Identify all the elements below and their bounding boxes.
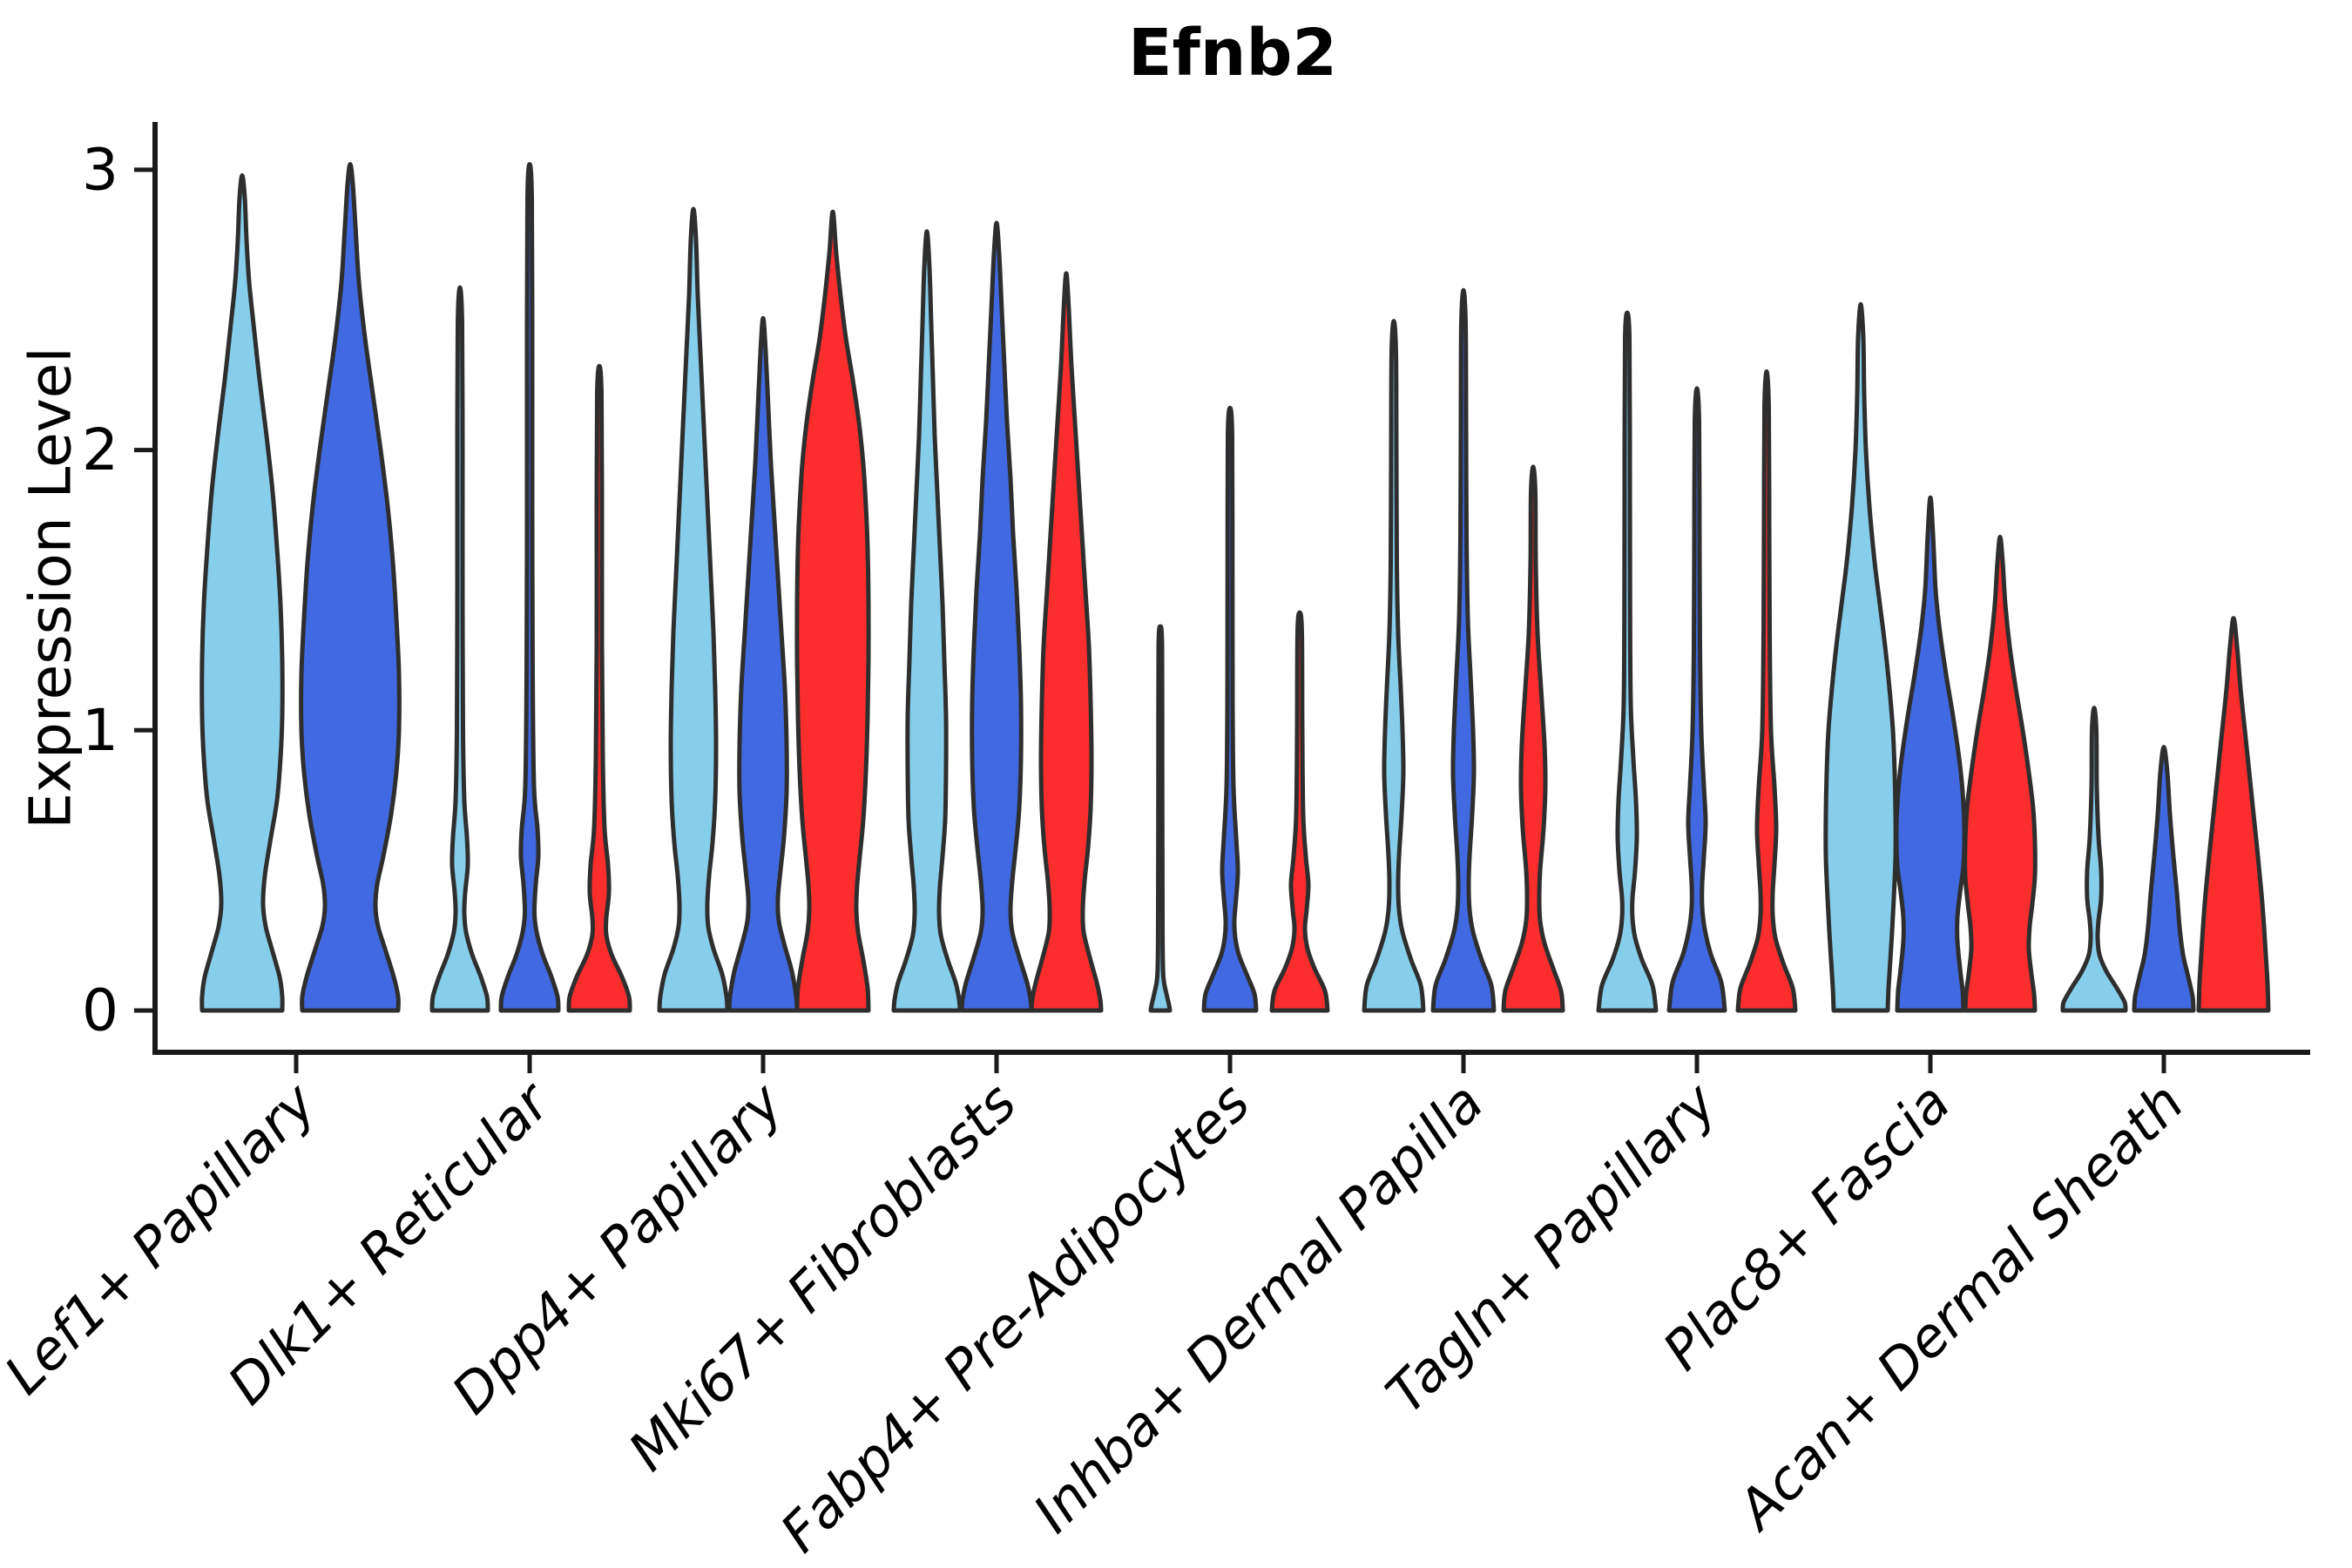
violin-dark_blue-5 [1201,405,1259,1013]
x-tick-label: Inhba+ Dermal Papilla [1021,1071,1495,1544]
violin-dark_blue-7 [1666,386,1727,1013]
violin-light_blue-5 [1148,624,1173,1013]
violin-red-3 [794,209,871,1013]
violin-light_blue-9 [2060,706,2128,1013]
violin-dark_blue-8 [1894,495,1967,1013]
y-tick-label: 3 [82,136,118,203]
violin-dark_blue-9 [2132,745,2196,1013]
chart-title: Efnb2 [1128,16,1337,91]
violin-light_blue-4 [891,229,963,1013]
violin-red-9 [2196,616,2271,1013]
violin-light_blue-8 [1823,301,1898,1013]
x-tick-label-group: Acan+ Dermal Sheath [1723,1071,2196,1544]
violin-dark_blue-3 [727,315,800,1013]
violin-light_blue-6 [1362,319,1426,1013]
violin-dark_blue-2 [498,161,561,1013]
x-tick-label: Fabp4+ Pre-Adipocytes [768,1071,1262,1565]
violin-red-7 [1735,369,1798,1013]
violin-red-5 [1269,610,1330,1013]
violin-dark_blue-6 [1430,287,1497,1013]
x-tick-label-group: Mki67+ Fibroblasts [616,1071,1028,1483]
violin-red-4 [1029,271,1104,1013]
violin-light_blue-2 [429,285,490,1013]
x-tick-label: Mki67+ Fibroblasts [616,1071,1028,1483]
violin-dark_blue-4 [959,220,1034,1013]
x-tick-label-group: Fabp4+ Pre-Adipocytes [768,1071,1262,1565]
y-tick-label: 2 [82,416,118,483]
y-tick-label: 0 [82,977,118,1044]
violin-light_blue-7 [1596,310,1659,1013]
violin-red-2 [566,363,632,1013]
violin-light_blue-1 [199,172,285,1013]
violin-light_blue-3 [657,206,730,1013]
y-tick-label: 1 [82,697,118,764]
violin-red-8 [1963,534,2038,1013]
violin-dark_blue-1 [299,161,402,1013]
x-tick-label-group: Inhba+ Dermal Papilla [1021,1071,1495,1544]
x-tick-label: Acan+ Dermal Sheath [1723,1071,2196,1544]
violin-red-6 [1501,464,1565,1013]
